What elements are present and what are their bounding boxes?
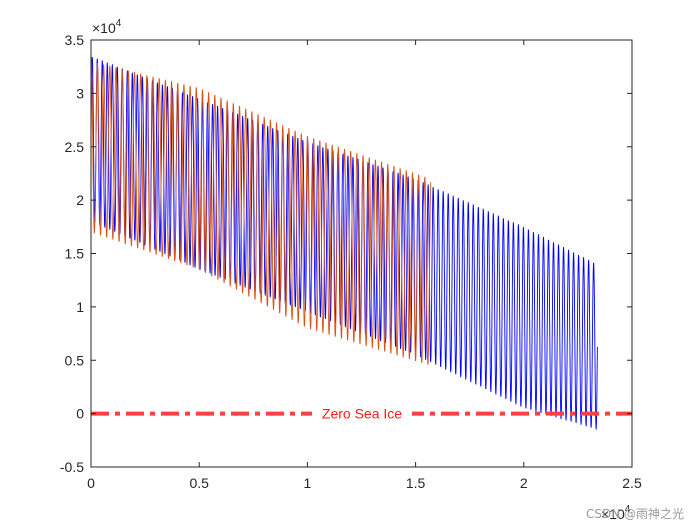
y-axis-exponent-label: ×104	[92, 18, 122, 36]
reference-line-label: Zero Sea Ice	[322, 406, 402, 422]
x-tick-label: 1	[304, 475, 312, 491]
x-tick-label: 1.5	[406, 475, 426, 491]
y-tick-label: 3.5	[65, 32, 85, 48]
x-tick-label: 0.5	[189, 475, 209, 491]
x-tick-label: 2	[520, 475, 528, 491]
series-line-2	[90, 61, 432, 365]
reference-label-background	[312, 404, 412, 423]
y-tick-label: 1	[76, 299, 84, 315]
x-tick-label: 2.5	[622, 475, 642, 491]
y-tick-label: 0	[76, 406, 84, 422]
y-axis: -0.5 0 0.5 1 1.5 2 2.5 3 3.5	[60, 32, 632, 475]
y-tick-label: 3	[76, 85, 84, 101]
y-tick-label: -0.5	[60, 459, 84, 475]
series-layer	[90, 56, 598, 431]
x-tick-label: 0	[87, 475, 95, 491]
y-tick-label: 0.5	[65, 352, 85, 368]
x-axis-exponent-label: ×104	[601, 504, 631, 522]
x-axis: 0 0.5 1 1.5 2 2.5	[87, 40, 642, 491]
y-tick-label: 2.5	[65, 139, 85, 155]
watermark: CSDN @雨神之光	[586, 507, 684, 521]
y-tick-label: 2	[76, 192, 84, 208]
y-tick-label: 1.5	[65, 246, 85, 262]
reference-line-layer: Zero Sea Ice	[91, 404, 632, 423]
